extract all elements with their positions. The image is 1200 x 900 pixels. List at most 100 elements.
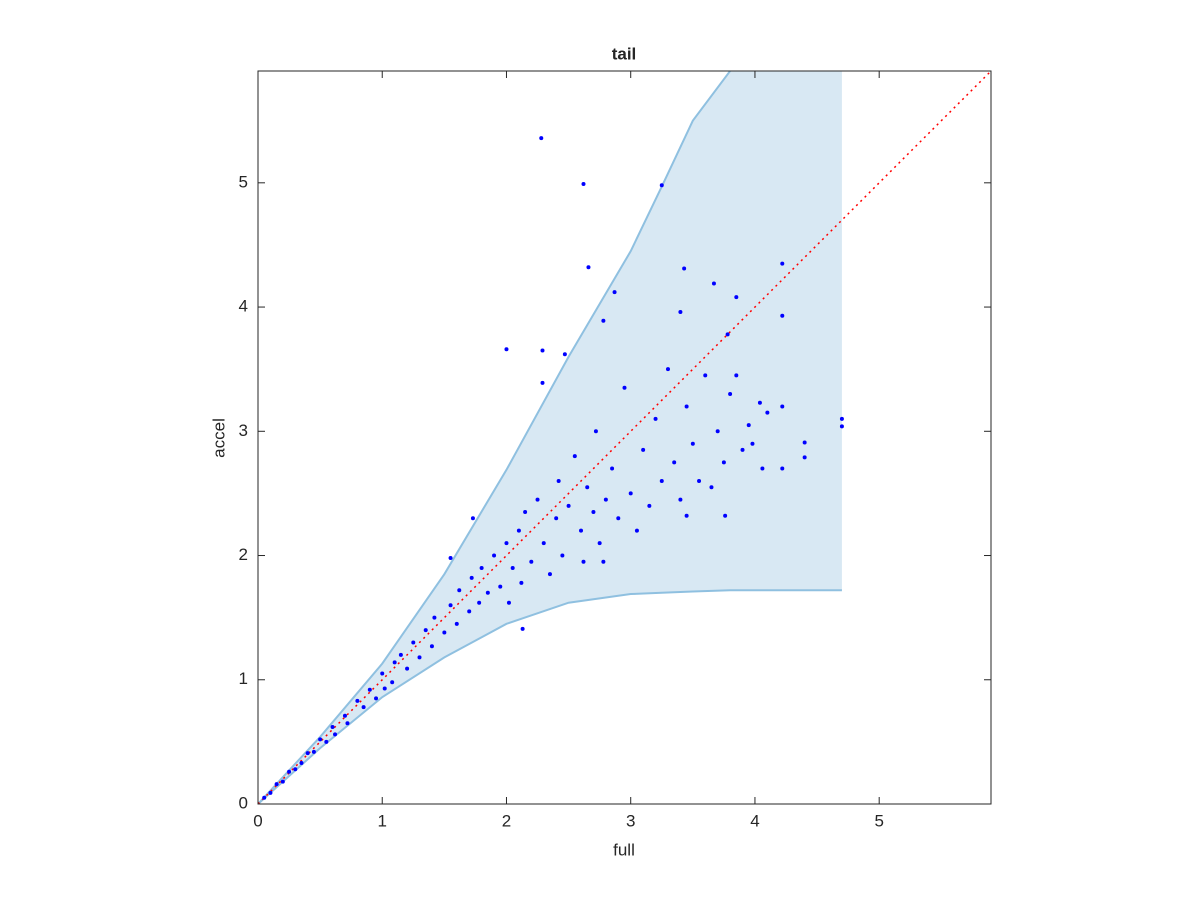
data-point: [547, 572, 552, 577]
data-point: [703, 373, 708, 378]
data-point: [540, 348, 545, 353]
data-point: [610, 466, 615, 471]
data-point: [457, 588, 462, 593]
axes-box: [257, 70, 992, 805]
data-point: [566, 503, 571, 508]
data-point: [392, 660, 397, 665]
data-point: [601, 318, 606, 323]
y-tick-label: 4: [239, 297, 248, 316]
data-point: [467, 609, 472, 614]
data-point: [780, 404, 785, 409]
data-point: [280, 779, 285, 784]
data-point: [684, 513, 689, 518]
data-point: [504, 347, 509, 352]
data-point: [429, 644, 434, 649]
data-point: [597, 541, 602, 546]
data-point: [628, 491, 633, 496]
data-point: [442, 630, 447, 635]
data-point: [380, 671, 385, 676]
data-point: [485, 590, 490, 595]
data-point: [616, 516, 621, 521]
data-point: [432, 615, 437, 620]
data-point: [361, 705, 366, 710]
data-point: [711, 281, 716, 286]
data-point: [470, 516, 475, 521]
data-point: [506, 600, 511, 605]
data-point: [678, 310, 683, 315]
data-point: [581, 182, 586, 187]
data-point: [603, 497, 608, 502]
data-point: [612, 290, 617, 295]
data-point: [345, 721, 350, 726]
data-point: [355, 698, 360, 703]
data-point: [593, 429, 598, 434]
data-point: [740, 447, 745, 452]
data-point: [469, 575, 474, 580]
data-point: [780, 313, 785, 318]
data-point: [560, 553, 565, 558]
data-point: [734, 373, 739, 378]
data-point: [709, 485, 714, 490]
data-point: [750, 441, 755, 446]
data-point: [634, 528, 639, 533]
data-point: [760, 466, 765, 471]
y-axis-label: accel: [209, 418, 228, 458]
data-point: [715, 429, 720, 434]
data-point: [728, 392, 733, 397]
data-point: [324, 739, 329, 744]
data-point: [581, 559, 586, 564]
data-point: [562, 352, 567, 357]
data-point: [586, 265, 591, 270]
data-point: [423, 628, 428, 633]
data-point: [839, 416, 844, 421]
data-point: [330, 724, 335, 729]
data-point: [299, 761, 304, 766]
data-point: [690, 441, 695, 446]
data-point: [780, 261, 785, 266]
data-point: [342, 713, 347, 718]
data-point: [780, 466, 785, 471]
data-point: [311, 749, 316, 754]
data-point: [647, 503, 652, 508]
data-point: [318, 737, 323, 742]
x-tick-label: 0: [253, 811, 262, 830]
chart-title: tail: [612, 44, 637, 63]
data-point: [477, 600, 482, 605]
data-point: [287, 769, 292, 774]
data-point: [498, 584, 503, 589]
data-point: [579, 528, 584, 533]
y-tick-label: 2: [239, 545, 248, 564]
data-point: [405, 666, 410, 671]
y-tick-label: 0: [239, 793, 248, 812]
data-point: [367, 687, 372, 692]
data-point: [333, 732, 338, 737]
data-point: [682, 266, 687, 271]
data-point: [591, 510, 596, 515]
data-point: [839, 424, 844, 429]
x-tick-label: 4: [750, 811, 759, 830]
data-point: [519, 580, 524, 585]
data-point: [516, 528, 521, 533]
data-point: [659, 478, 664, 483]
x-tick-label: 1: [378, 811, 387, 830]
data-point: [540, 380, 545, 385]
data-point: [454, 621, 459, 626]
band-upper: [258, 71, 732, 804]
data-point: [725, 332, 730, 337]
data-point: [659, 183, 664, 188]
band-lower: [258, 589, 842, 804]
data-point: [734, 295, 739, 300]
data-point: [535, 497, 540, 502]
data-point: [665, 367, 670, 372]
data-point: [678, 497, 683, 502]
data-point: [556, 478, 561, 483]
data-point: [672, 460, 677, 465]
x-tick-label: 3: [626, 811, 635, 830]
data-point: [653, 416, 658, 421]
x-tick-label: 5: [874, 811, 883, 830]
data-point: [448, 603, 453, 608]
data-point: [585, 485, 590, 490]
data-point: [274, 782, 279, 787]
data-point: [398, 652, 403, 657]
